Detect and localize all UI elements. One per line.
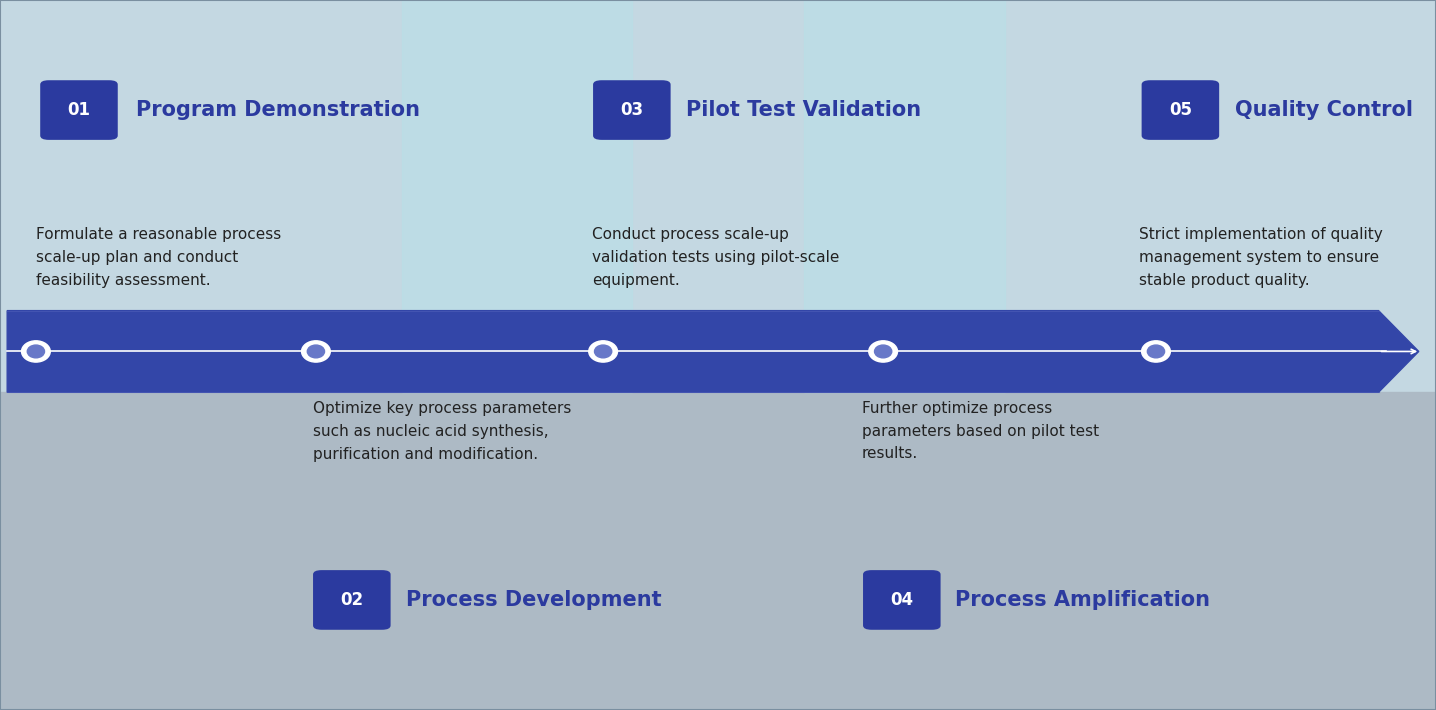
Text: Process Development: Process Development bbox=[406, 590, 662, 610]
Bar bbox=[402, 0, 632, 392]
Text: Conduct process scale-up
validation tests using pilot-scale
equipment.: Conduct process scale-up validation test… bbox=[592, 227, 839, 288]
Text: Program Demonstration: Program Demonstration bbox=[136, 100, 421, 120]
Text: 03: 03 bbox=[620, 101, 643, 119]
Ellipse shape bbox=[589, 341, 617, 362]
Ellipse shape bbox=[595, 345, 612, 358]
Ellipse shape bbox=[27, 345, 45, 358]
FancyBboxPatch shape bbox=[863, 570, 941, 630]
Text: Optimize key process parameters
such as nucleic acid synthesis,
purification and: Optimize key process parameters such as … bbox=[313, 401, 572, 462]
Text: Further optimize process
parameters based on pilot test
results.: Further optimize process parameters base… bbox=[862, 401, 1099, 462]
Text: 01: 01 bbox=[67, 101, 90, 119]
FancyBboxPatch shape bbox=[593, 80, 671, 140]
Text: 04: 04 bbox=[890, 591, 913, 609]
FancyBboxPatch shape bbox=[1142, 80, 1219, 140]
Text: Pilot Test Validation: Pilot Test Validation bbox=[686, 100, 922, 120]
Ellipse shape bbox=[302, 341, 330, 362]
Text: Process Amplification: Process Amplification bbox=[955, 590, 1211, 610]
Bar bbox=[804, 0, 1005, 392]
Ellipse shape bbox=[22, 341, 50, 362]
Bar bbox=[0, 0, 1436, 392]
FancyBboxPatch shape bbox=[40, 80, 118, 140]
Bar bbox=[0, 392, 1436, 710]
Ellipse shape bbox=[307, 345, 325, 358]
Ellipse shape bbox=[1147, 345, 1165, 358]
Text: Strict implementation of quality
management system to ensure
stable product qual: Strict implementation of quality managem… bbox=[1139, 227, 1383, 288]
Text: 02: 02 bbox=[340, 591, 363, 609]
Ellipse shape bbox=[875, 345, 892, 358]
Text: 05: 05 bbox=[1169, 101, 1192, 119]
Ellipse shape bbox=[1142, 341, 1170, 362]
Ellipse shape bbox=[869, 341, 898, 362]
FancyBboxPatch shape bbox=[313, 570, 391, 630]
Text: Quality Control: Quality Control bbox=[1235, 100, 1413, 120]
Polygon shape bbox=[7, 311, 1419, 392]
Text: Formulate a reasonable process
scale-up plan and conduct
feasibility assessment.: Formulate a reasonable process scale-up … bbox=[36, 227, 281, 288]
